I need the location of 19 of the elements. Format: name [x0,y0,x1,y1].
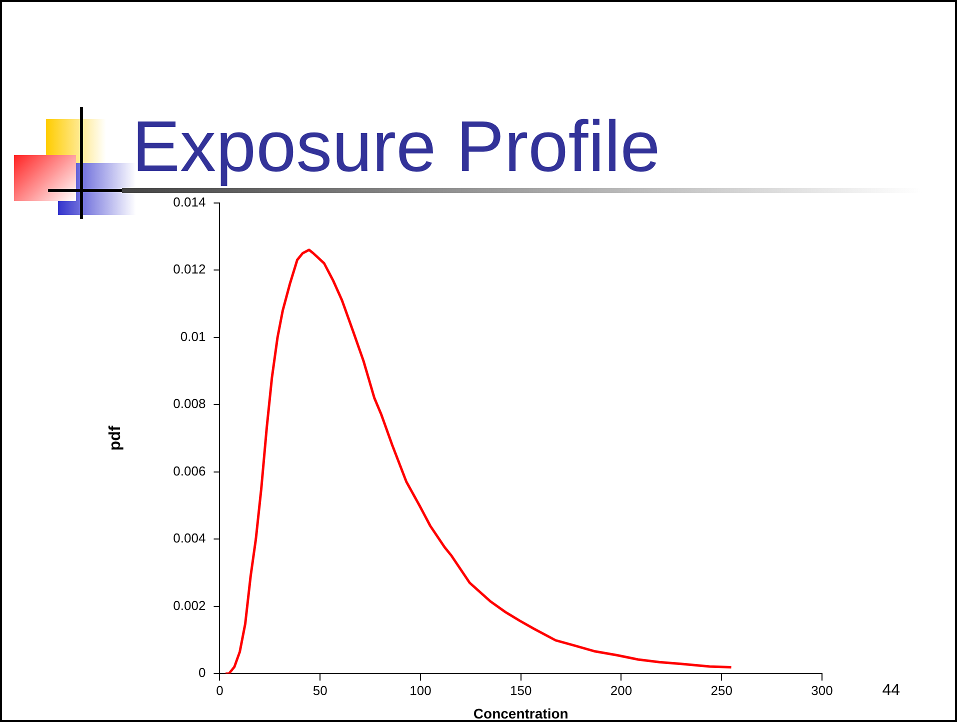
y-axis-title: pdf [107,425,124,451]
x-tick-label: 50 [312,682,328,698]
chart-title: Exposure Profile [132,106,660,189]
y-tick-label: 0 [198,665,206,680]
y-tick-label: 0.002 [173,598,206,613]
y-tick-label: 0.014 [173,194,206,210]
x-tick-label: 0 [216,682,224,698]
x-tick-label: 200 [610,682,632,698]
x-tick-label: 250 [710,682,732,698]
y-tick-label: 0.004 [173,530,206,546]
x-axis-title: Concentration [473,705,568,722]
y-tick-label: 0.01 [180,328,206,344]
x-tick-label: 100 [410,682,432,698]
y-tick-label: 0.012 [173,262,206,277]
y-tick-label: 0.008 [173,396,206,412]
y-tick-label: 0.006 [173,463,206,478]
x-tick-label: 300 [811,682,833,698]
text: 44 [882,682,900,700]
x-tick-label: 150 [510,682,532,698]
